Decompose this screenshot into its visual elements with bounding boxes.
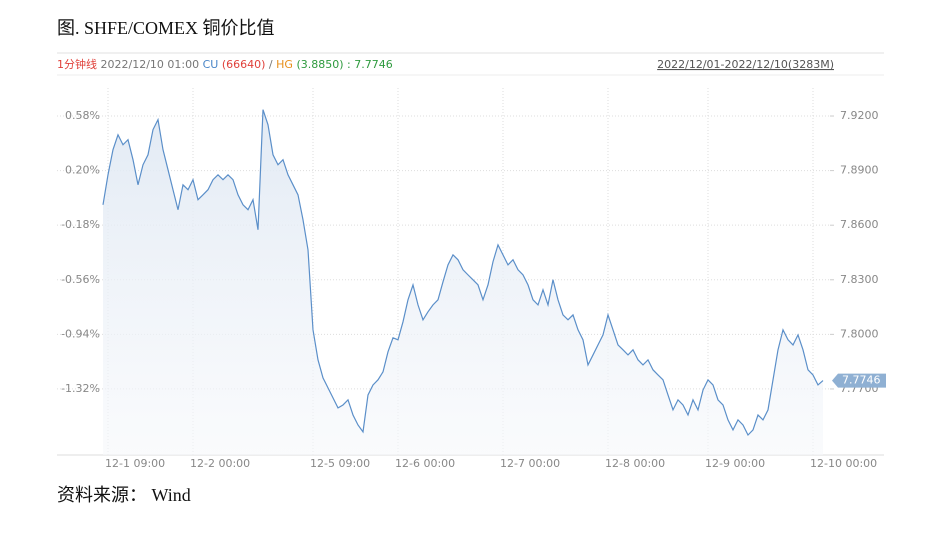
- y-tick-label: -0.18%: [61, 218, 100, 231]
- y-tick-label: -0.94%: [61, 327, 100, 340]
- header-info: 1分钟线 2022/12/10 01:00 CU (66640) / HG (3…: [57, 57, 393, 71]
- chart-title: 图. SHFE/COMEX 铜价比值: [57, 18, 275, 38]
- y2-tick-label: 7.8900: [840, 164, 879, 177]
- y2-tick-label: 7.8300: [840, 273, 879, 286]
- y2-tick-label: 7.9200: [840, 109, 879, 122]
- y2-tick-label: 7.8600: [840, 218, 879, 231]
- separator: /: [269, 58, 273, 71]
- x-tick-label: 12-1 09:00: [105, 457, 165, 470]
- x-tick-label: 12-2 00:00: [190, 457, 250, 470]
- y-tick-label: 0.58%: [65, 109, 100, 122]
- hg-label: HG: [276, 58, 293, 71]
- last-value-label: 7.7746: [842, 374, 881, 387]
- y2-tick-label: 7.8000: [840, 327, 879, 340]
- area-fill: [103, 109, 823, 455]
- y-tick-label: 0.20%: [65, 164, 100, 177]
- date-range: 2022/12/01-2022/12/10(3283M): [657, 58, 834, 71]
- period: 1分钟线: [57, 57, 97, 71]
- time: 2022/12/10 01:00: [101, 58, 200, 71]
- y-tick-label: -1.32%: [61, 382, 100, 395]
- cu-value: (66640): [222, 58, 266, 71]
- hg-value: (3.8850): [296, 58, 343, 71]
- x-tick-label: 12-6 00:00: [395, 457, 455, 470]
- x-tick-label: 12-9 00:00: [705, 457, 765, 470]
- x-tick-label: 12-8 00:00: [605, 457, 665, 470]
- last-value-tag: [832, 373, 886, 388]
- x-tick-label: 12-7 00:00: [500, 457, 560, 470]
- y-tick-label: -0.56%: [61, 273, 100, 286]
- ratio: : 7.7746: [347, 58, 393, 71]
- x-tick-label: 12-5 09:00: [310, 457, 370, 470]
- line: [102, 109, 824, 437]
- x-tick-label: 12-10 00:00: [810, 457, 877, 470]
- source-note: 资料来源： Wind: [57, 485, 191, 505]
- cu-label: CU: [203, 58, 219, 71]
- plot: 0.58% 0.20% -0.18% -0.56% -0.94% -1.32% 7.9200…: [57, 88, 886, 470]
